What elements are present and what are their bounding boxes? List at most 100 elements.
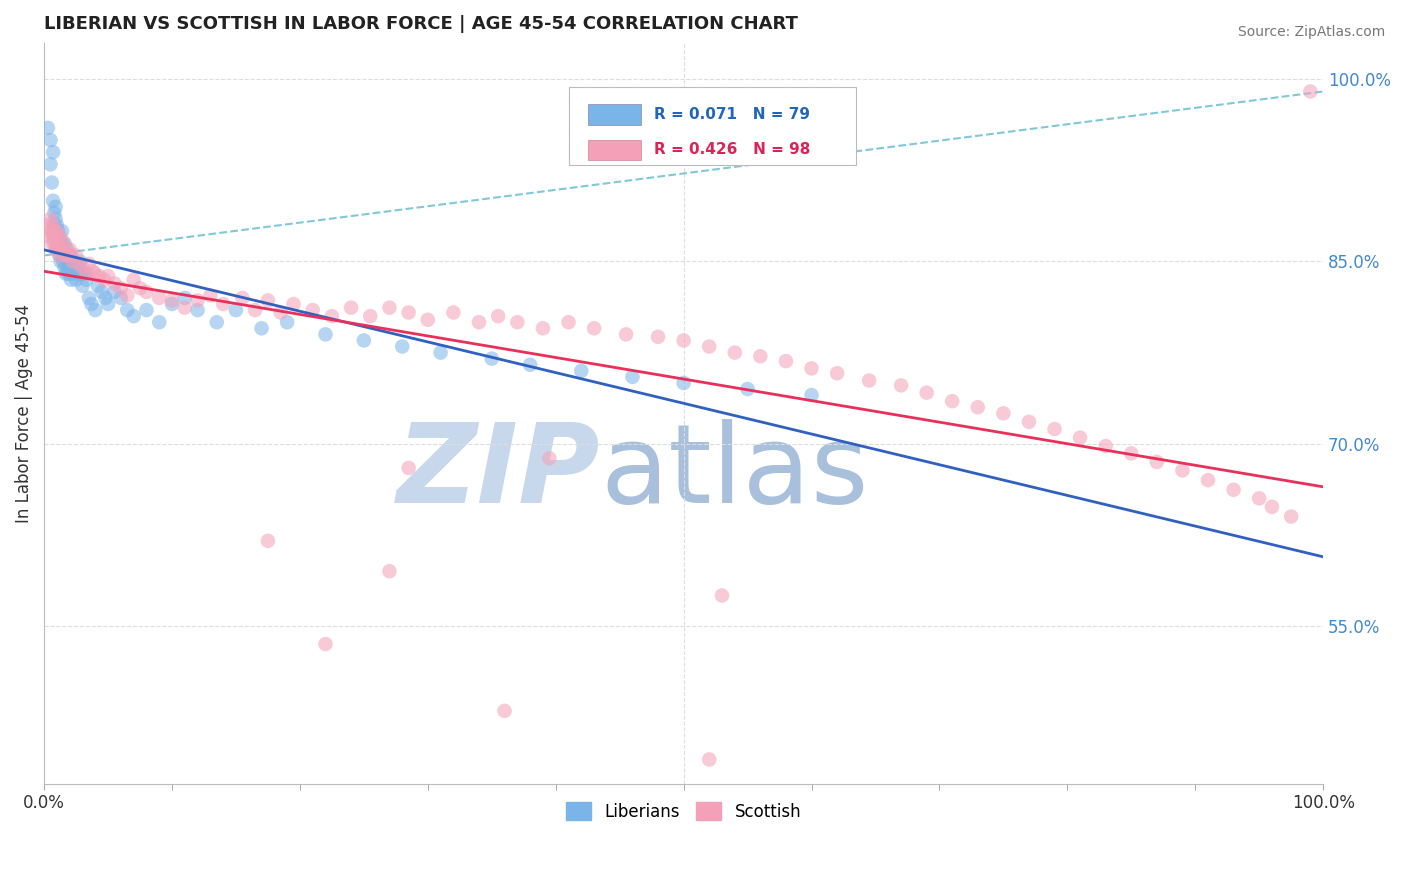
Point (1146, 455, 1168, 469)
Point (65, 248, 87, 262)
Point (110, 291, 132, 305)
Point (481, 351, 503, 366)
Point (45, 243, 67, 257)
FancyBboxPatch shape (568, 87, 856, 165)
Point (39, 133, 62, 147)
Point (55, 243, 77, 257)
Point (59, 248, 82, 262)
Point (468, 315, 491, 329)
Point (1094, 439, 1116, 453)
Text: atlas: atlas (600, 419, 869, 526)
Point (173, 291, 195, 305)
Point (55, 267, 77, 281)
Point (993, 406, 1015, 420)
Point (49, 230, 72, 244)
Point (59, 260, 82, 275)
Text: R = 0.071   N = 79: R = 0.071 N = 79 (654, 107, 810, 122)
Point (65, 273, 87, 287)
Point (103, 277, 125, 291)
Point (283, 297, 305, 311)
Point (966, 401, 988, 415)
Point (257, 293, 280, 308)
Point (103, 285, 125, 299)
Point (1249, 491, 1271, 506)
Point (90, 285, 112, 299)
Point (621, 370, 644, 384)
Point (378, 564, 401, 578)
Point (614, 327, 637, 342)
Point (915, 385, 938, 400)
Point (80, 297, 103, 311)
Point (59, 243, 82, 257)
Point (243, 303, 266, 318)
Point (93, 273, 115, 287)
Point (42, 230, 65, 244)
Point (51, 243, 73, 257)
Point (187, 293, 209, 308)
Point (56, 260, 79, 275)
Point (398, 305, 420, 319)
Point (45, 212, 67, 227)
Point (1279, 509, 1302, 524)
Point (53, 260, 76, 275)
Point (56, 248, 79, 262)
Point (41, 176, 63, 190)
Point (37, 120, 59, 135)
Point (135, 303, 157, 318)
Point (56, 243, 79, 257)
Point (38, 224, 60, 238)
Point (72, 260, 94, 275)
Point (45, 243, 67, 257)
Point (77, 291, 100, 305)
Point (39, 212, 62, 227)
Point (212, 297, 235, 311)
Point (231, 291, 253, 305)
Point (60, 260, 83, 275)
Point (672, 376, 695, 390)
Point (45, 230, 67, 244)
Point (557, 315, 579, 329)
Point (44, 236, 66, 251)
Point (941, 394, 963, 409)
Point (724, 345, 747, 359)
Point (321, 309, 343, 323)
Point (429, 345, 451, 359)
Point (737, 382, 759, 396)
Point (52, 254, 75, 268)
Point (84, 267, 107, 281)
Point (72, 267, 94, 281)
Point (51, 224, 73, 238)
Point (506, 315, 529, 329)
Y-axis label: In Labor Force | Age 45-54: In Labor Force | Age 45-54 (15, 304, 32, 523)
Point (87, 268, 110, 283)
Point (122, 309, 145, 323)
Point (110, 281, 132, 295)
Point (52, 243, 75, 257)
Point (270, 305, 292, 319)
Point (48, 248, 70, 262)
Point (531, 321, 554, 335)
Point (205, 315, 228, 329)
Point (82, 264, 104, 278)
Point (697, 339, 720, 353)
Point (391, 339, 413, 353)
Point (46, 230, 69, 244)
Point (486, 309, 509, 323)
Point (42, 194, 65, 208)
Point (48, 230, 70, 244)
Text: Source: ZipAtlas.com: Source: ZipAtlas.com (1237, 25, 1385, 39)
Point (569, 364, 592, 378)
Point (53, 248, 76, 262)
Point (1197, 473, 1219, 487)
Point (117, 303, 139, 318)
Point (173, 301, 195, 315)
Point (42, 145, 65, 160)
Point (441, 305, 464, 319)
Point (378, 301, 401, 315)
Point (519, 358, 541, 372)
Point (1299, 85, 1322, 99)
Point (1171, 463, 1194, 477)
Point (49, 243, 72, 257)
Point (52, 236, 75, 251)
Point (276, 315, 298, 329)
